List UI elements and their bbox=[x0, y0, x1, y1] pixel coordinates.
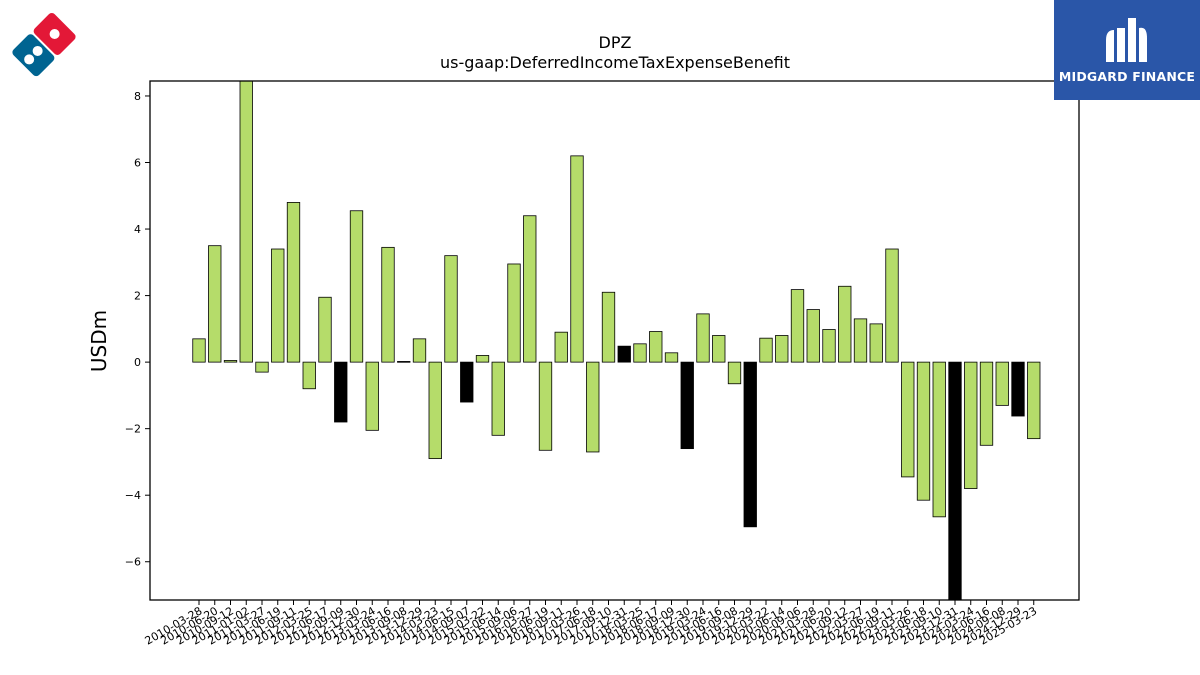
y-tick-label: 0 bbox=[134, 356, 141, 369]
bar-2016-09-11 bbox=[554, 331, 568, 363]
bar-2024-09-08 bbox=[995, 361, 1009, 406]
bar-2014-03-23 bbox=[428, 361, 442, 460]
chart-title: DPZ bbox=[599, 33, 632, 52]
midgard-finance-logo-icon bbox=[1106, 18, 1147, 62]
bar-2012-09-09 bbox=[334, 361, 348, 423]
bar-2010-09-12 bbox=[223, 360, 238, 363]
bar-2019-09-08 bbox=[727, 361, 742, 385]
bar-2011-06-19 bbox=[271, 248, 285, 363]
bar-2011-03-27 bbox=[255, 361, 269, 373]
y-tick-label: −6 bbox=[125, 556, 141, 569]
bar-2014-09-07 bbox=[460, 361, 474, 403]
bar-2016-06-19 bbox=[538, 361, 553, 451]
bar-2011-01-02 bbox=[239, 80, 253, 363]
publisher-brand-panel: MIDGARD FINANCE bbox=[1054, 0, 1200, 100]
bar-2023-12-31 bbox=[948, 361, 962, 601]
publisher-name: MIDGARD FINANCE bbox=[1058, 69, 1196, 84]
bar-2020-03-22 bbox=[759, 337, 773, 363]
bar-2013-03-24 bbox=[365, 361, 379, 431]
bar-2012-06-17 bbox=[318, 296, 332, 363]
y-tick-label: −2 bbox=[125, 423, 141, 436]
bar-2019-06-16 bbox=[712, 335, 726, 363]
y-axis-label: USDm bbox=[87, 310, 111, 372]
bar-2017-03-26 bbox=[570, 155, 584, 363]
bar-2021-06-20 bbox=[822, 329, 836, 363]
bar-2022-06-19 bbox=[869, 323, 883, 363]
bar-2023-09-10 bbox=[932, 361, 946, 518]
bar-2022-03-27 bbox=[853, 318, 868, 363]
plot-frame bbox=[149, 80, 1080, 601]
bar-2023-03-26 bbox=[901, 361, 915, 478]
bar-2014-06-15 bbox=[444, 255, 458, 363]
bar-2018-06-17 bbox=[649, 331, 663, 363]
bar-2013-12-29 bbox=[412, 338, 427, 363]
bar-2021-09-12 bbox=[838, 285, 852, 363]
y-tick-label: 8 bbox=[134, 90, 141, 103]
bar-2016-03-27 bbox=[523, 215, 537, 363]
bar-2015-03-22 bbox=[475, 355, 490, 363]
bar-2010-03-28 bbox=[192, 338, 206, 363]
bar-2010-06-20 bbox=[208, 245, 222, 363]
bar-2017-12-31 bbox=[617, 345, 631, 363]
dominos-domino-logo-icon bbox=[4, 6, 84, 90]
bar-2024-03-24 bbox=[964, 361, 978, 489]
bar-2017-06-18 bbox=[586, 361, 600, 453]
bar-2018-03-25 bbox=[633, 343, 647, 363]
bar-2020-09-06 bbox=[790, 289, 805, 363]
bar-2012-03-25 bbox=[302, 361, 316, 390]
bar-2024-06-16 bbox=[979, 361, 994, 446]
bar-2015-06-14 bbox=[491, 361, 505, 436]
bar-2019-12-29 bbox=[743, 361, 757, 528]
chart-subtitle: us-gaap:DeferredIncomeTaxExpenseBenefit bbox=[440, 53, 790, 72]
bar-2019-03-24 bbox=[696, 313, 710, 363]
bar-2011-09-11 bbox=[286, 202, 301, 363]
bar-2012-12-30 bbox=[349, 210, 364, 363]
bar-2022-09-11 bbox=[885, 248, 899, 363]
y-axis: −6 −4 −2 0 2 4 6 8 bbox=[125, 90, 150, 569]
y-tick-label: 6 bbox=[134, 157, 141, 170]
bar-2015-09-06 bbox=[507, 263, 521, 363]
bar-2017-09-10 bbox=[601, 291, 616, 363]
y-tick-label: −4 bbox=[125, 489, 141, 502]
bar-2021-03-28 bbox=[806, 309, 820, 363]
bar-2013-06-16 bbox=[381, 246, 395, 363]
bar-2018-09-09 bbox=[664, 352, 679, 363]
bars-group bbox=[192, 80, 1041, 601]
bar-2018-12-30 bbox=[680, 361, 694, 450]
bar-2024-12-29 bbox=[1011, 361, 1025, 417]
x-axis: 2010-03-282010-06-202010-09-122011-01-02… bbox=[143, 600, 1039, 648]
y-tick-label: 4 bbox=[134, 223, 141, 236]
y-tick-label: 2 bbox=[134, 290, 141, 303]
bar-2023-06-18 bbox=[916, 361, 931, 501]
bar-2013-09-08 bbox=[397, 361, 411, 363]
bar-2025-03-23 bbox=[1027, 361, 1041, 440]
bar-2020-06-14 bbox=[775, 335, 789, 363]
